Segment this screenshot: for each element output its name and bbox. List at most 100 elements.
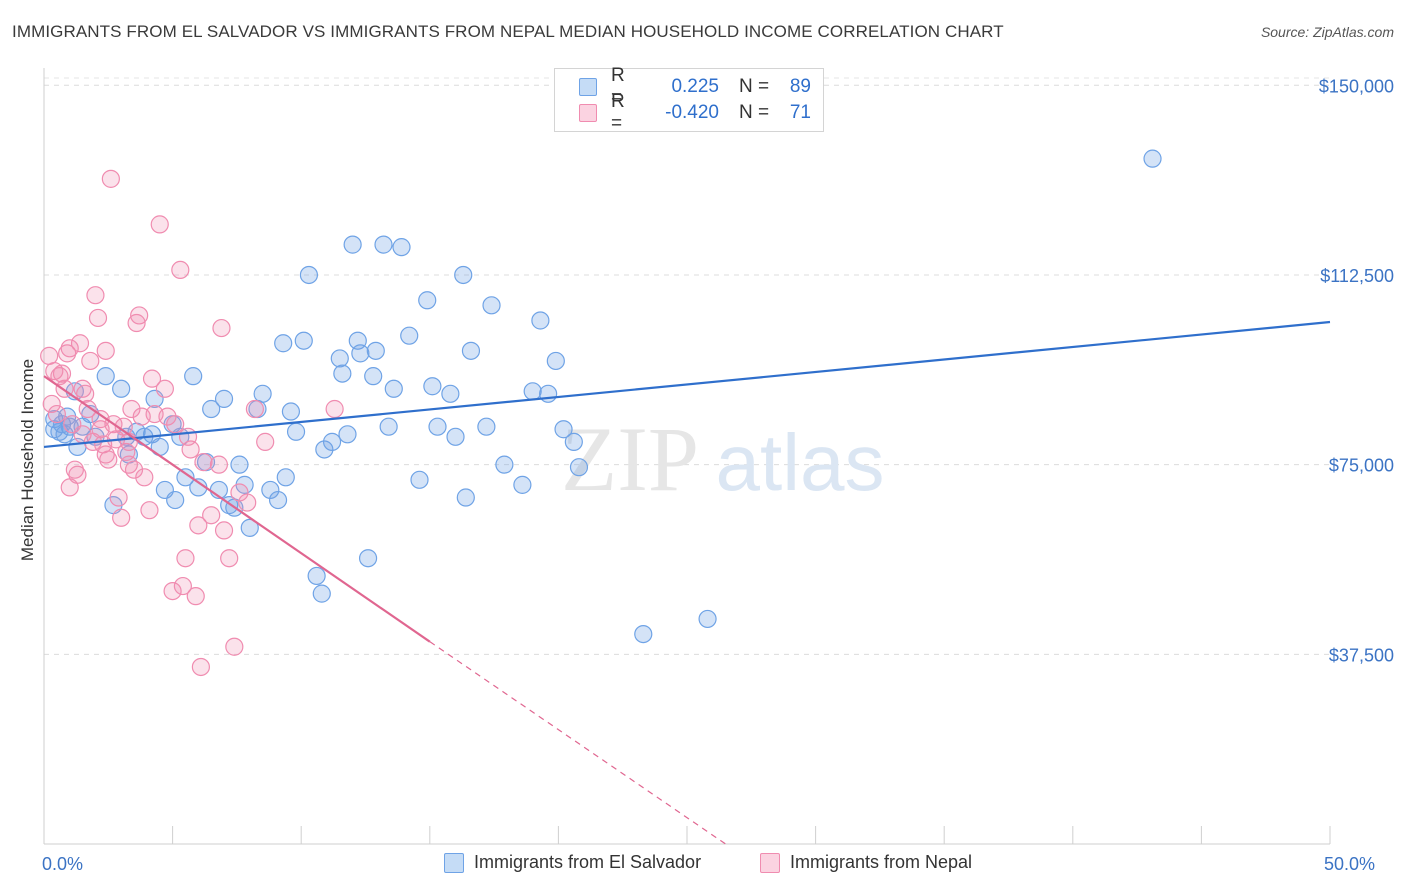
nepal-points (40, 169, 344, 677)
nepal-point (256, 432, 275, 451)
nepal-point (112, 508, 131, 527)
legend-n-label: N = (739, 102, 770, 123)
el-salvador-point (253, 384, 272, 403)
nepal-point (96, 341, 115, 360)
y-tick-labels: $37,500 $75,000 $112,500 $150,000 (1319, 76, 1394, 665)
el-salvador-point (446, 427, 465, 446)
nepal-point (214, 521, 234, 540)
el-salvador-point (322, 432, 342, 451)
y-tick-label: $75,000 (1329, 456, 1394, 476)
nepal-point (194, 453, 213, 472)
bottom-legend-el-salvador: Immigrants from El Salvador (444, 852, 701, 873)
el-salvador-point (456, 488, 475, 507)
nepal-point (73, 379, 92, 398)
watermark-zip: ZIP (561, 408, 699, 510)
nepal-point (70, 334, 90, 353)
trend-lines (43, 320, 1331, 845)
el-salvador-point (333, 364, 352, 383)
bottom-legend-swatch-blue (444, 852, 464, 873)
nepal-point (176, 549, 195, 568)
el-salvador-point (230, 455, 249, 474)
el-salvador-point (276, 468, 295, 487)
nepal-point (42, 394, 61, 414)
nepal-point (163, 581, 182, 601)
nepal-point (155, 379, 174, 398)
el-salvador-point (366, 341, 385, 360)
nepal-point (101, 169, 120, 188)
nepal-point (65, 460, 84, 479)
el-salvador-point (564, 432, 583, 451)
el-salvador-point (312, 584, 331, 603)
el-salvador-point (539, 384, 558, 403)
el-salvador-point (343, 235, 362, 254)
x-tick-min: 0.0% (42, 854, 84, 874)
el-salvador-point (374, 235, 393, 254)
legend-row-nepal: R = -0.420 N = 71 (579, 91, 811, 134)
axes (43, 68, 1331, 845)
nepal-point (212, 318, 231, 338)
watermark: ZIP atlas (561, 408, 884, 510)
el-salvador-point (112, 379, 131, 398)
legend-n-value: 71 (789, 102, 811, 123)
el-salvador-point (315, 440, 334, 459)
nepal-point (245, 399, 265, 419)
el-salvador-point (418, 291, 437, 310)
nepal-point (122, 399, 141, 419)
nepal-point (225, 637, 244, 656)
nepal-point (173, 576, 192, 596)
legend-n-value: 89 (789, 76, 811, 97)
nepal-point (202, 506, 221, 525)
source-label: Source: ZipAtlas.com (1260, 24, 1394, 40)
el-salvador-point (554, 420, 573, 439)
nepal-point (166, 415, 185, 434)
el-salvador-point (523, 382, 542, 401)
el-salvador-point (461, 341, 481, 360)
nepal-point (76, 384, 95, 403)
nepal-trend-line (43, 375, 431, 643)
legend-n-label: N = (739, 76, 770, 97)
nepal-point (220, 549, 239, 568)
el-salvador-point (428, 417, 447, 436)
el-salvador-point (299, 265, 319, 285)
nepal-point (142, 369, 162, 388)
el-salvador-point (338, 425, 357, 444)
el-salvador-point (423, 377, 442, 396)
el-salvador-point (379, 417, 398, 436)
el-salvador-point (281, 402, 301, 421)
el-salvador-point (176, 468, 195, 487)
nepal-point (230, 483, 249, 502)
nepal-point (81, 351, 100, 371)
el-salvador-point (392, 238, 411, 257)
legend-r-value: 0.225 (671, 76, 719, 97)
el-salvador-point (294, 331, 313, 350)
el-salvador-point (634, 624, 653, 644)
el-salvador-point (531, 311, 550, 330)
nepal-point (60, 339, 79, 358)
el-salvador-point (214, 389, 234, 408)
watermark-atlas: atlas (716, 418, 885, 507)
nepal-point (238, 493, 257, 512)
bottom-legend-swatch-pink (760, 852, 780, 873)
nepal-point (58, 344, 77, 363)
legend-r-value: -0.420 (665, 102, 719, 123)
bottom-legend-label: Immigrants from El Salvador (474, 852, 702, 872)
el-salvador-point (184, 367, 203, 386)
el-salvador-point (358, 549, 378, 568)
correlation-legend: R = 0.225 N = 89 R = -0.420 N = 71 (554, 65, 824, 134)
nepal-point (124, 460, 144, 479)
el-salvador-point (495, 455, 514, 474)
el-salvador-point (364, 367, 383, 386)
nepal-point (158, 407, 177, 426)
nepal-point (119, 455, 138, 474)
nepal-point (189, 516, 208, 535)
el-salvador-point (546, 351, 565, 371)
nepal-trend-extension (429, 641, 726, 845)
nepal-point (186, 587, 205, 606)
el-salvador-point (261, 480, 280, 500)
nepal-point (209, 455, 228, 474)
nepal-point (96, 445, 115, 464)
x-tick-max: 50.0% (1324, 854, 1376, 874)
el-salvador-point (202, 399, 221, 419)
nepal-point (99, 450, 118, 469)
